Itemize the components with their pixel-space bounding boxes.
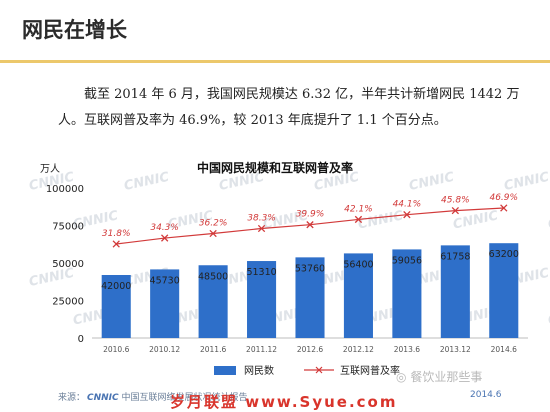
y-tick-label: 100000 [46, 184, 84, 195]
line-point [451, 206, 459, 215]
cnnic-logo: CNNIC [87, 393, 119, 403]
y-tick-label: 50000 [52, 259, 84, 270]
legend: 网民数 互联网普及率 [214, 364, 400, 377]
wechat-account-name: 餐饮业那些事 [410, 370, 483, 384]
bar [392, 249, 422, 338]
watermark-text: CNNIC [408, 170, 456, 194]
x-tick-label: 2014.6 [491, 345, 517, 354]
intro-paragraph: 截至 2014 年 6 月，我国网民规模达 6.32 亿，半年共计新增网民 14… [58, 87, 520, 128]
source-prefix: 来源： [58, 393, 86, 403]
chart-title: 中国网民规模和互联网普及率 [197, 160, 353, 175]
line-value-label: 42.1% [344, 204, 373, 214]
bar-value-label: 63200 [489, 249, 519, 260]
bar-value-label: 56400 [343, 259, 373, 270]
line-value-label: 44.1% [393, 200, 422, 210]
bar-value-label: 53760 [295, 263, 325, 274]
legend-label: 网民数 [244, 364, 274, 377]
site-watermark: 岁月联盟 www.Syue.com [170, 393, 398, 411]
bar [440, 245, 470, 338]
line-value-label: 34.3% [150, 223, 179, 233]
line-value-label: 31.8% [102, 229, 131, 239]
x-axis: 2010.6 2010.12 2011.6 2011.12 2012.6 2012.12 2… [103, 345, 517, 354]
bar [247, 261, 277, 338]
line-point [354, 215, 363, 224]
line-value-labels: 31.8% 34.3% 36.2% 38.3% 39.9% 42.1% 44.1% 45.8%… [102, 193, 518, 239]
legend-swatch-marker [315, 366, 323, 374]
bar-value-label: 59056 [392, 255, 422, 266]
line-value-label: 38.3% [247, 214, 276, 224]
legend-swatch-bar [214, 366, 236, 375]
bar [101, 275, 131, 338]
line-series [112, 204, 508, 248]
bar-value-label: 42000 [101, 281, 131, 292]
wechat-icon: ◎ [396, 370, 407, 384]
y-tick-label: 75000 [52, 222, 84, 233]
line-value-label: 45.8% [441, 196, 470, 206]
x-tick-label: 2010.12 [149, 345, 180, 354]
x-tick-label: 2013.12 [440, 345, 471, 354]
watermark-text: CNNIC [547, 304, 550, 328]
x-tick-label: 2013.6 [394, 345, 420, 354]
x-tick-label: 2011.6 [200, 345, 226, 354]
watermark-text: CNNIC [452, 208, 500, 232]
x-tick-label: 2010.6 [103, 345, 129, 354]
bar [489, 243, 519, 338]
line-point [500, 204, 508, 212]
x-tick-label: 2011.12 [246, 345, 277, 354]
watermark-text: CNNIC [547, 208, 550, 232]
line-value-label: 46.9% [489, 193, 518, 203]
watermark-text: CNNIC [123, 170, 171, 194]
bar-value-label: 45730 [150, 275, 180, 286]
line-point [209, 229, 217, 238]
bar-value-label: 51310 [246, 267, 276, 278]
legend-label: 互联网普及率 [340, 364, 400, 377]
x-tick-label: 2012.12 [343, 345, 374, 354]
bar [198, 265, 228, 338]
y-tick-label: 0 [78, 334, 84, 345]
watermark-text: CNNIC [503, 170, 550, 194]
bar-value-label: 48500 [198, 271, 228, 282]
line-point [257, 224, 266, 233]
line-value-label: 39.9% [296, 210, 325, 220]
slide-title: 网民在增长 [22, 18, 127, 42]
line-point [112, 240, 120, 248]
wechat-watermark: ◎ 餐饮业那些事 [396, 368, 482, 385]
y-tick-label: 25000 [52, 297, 84, 308]
bar [295, 257, 325, 338]
line-point [306, 221, 314, 229]
title-divider [0, 60, 550, 63]
report-date: 2014.6 [470, 390, 502, 400]
line-point [161, 234, 169, 242]
line-point [403, 211, 411, 219]
bar-value-label: 61758 [440, 251, 470, 262]
bar [343, 253, 373, 338]
source-report-name: 中国互联网络发展状况统计报告 [121, 393, 248, 403]
y-axis-unit-label: 万人 [40, 163, 60, 175]
bar-series [101, 243, 519, 338]
bar-value-labels: 42000 45730 48500 51310 53760 56400 59056 61758… [101, 249, 519, 292]
source-line: 来源： CNNIC 中国互联网络发展状况统计报告 [58, 390, 248, 403]
bar [150, 269, 180, 338]
line-value-label: 36.2% [199, 219, 228, 229]
x-tick-label: 2012.6 [297, 345, 323, 354]
